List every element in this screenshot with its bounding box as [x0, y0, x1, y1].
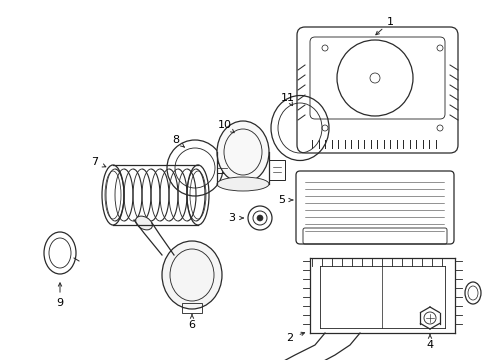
Text: 7: 7 — [91, 157, 99, 167]
Text: 8: 8 — [172, 135, 179, 145]
Text: 6: 6 — [188, 320, 195, 330]
Circle shape — [257, 215, 263, 221]
Ellipse shape — [217, 177, 268, 191]
Bar — [182, 303, 202, 313]
Text: 3: 3 — [228, 213, 235, 223]
Text: 4: 4 — [426, 340, 433, 350]
Text: 10: 10 — [218, 120, 231, 130]
Text: 5: 5 — [278, 195, 285, 205]
Text: 9: 9 — [56, 298, 63, 308]
Ellipse shape — [217, 121, 268, 183]
Text: 2: 2 — [286, 333, 293, 343]
Ellipse shape — [162, 241, 222, 309]
Text: 1: 1 — [386, 17, 393, 27]
Ellipse shape — [135, 216, 152, 230]
Bar — [268, 160, 285, 180]
Bar — [217, 163, 226, 173]
Text: 11: 11 — [281, 93, 294, 103]
